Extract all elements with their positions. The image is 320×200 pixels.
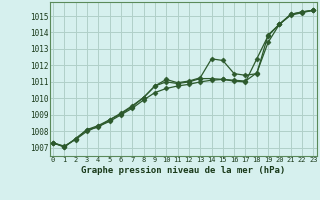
X-axis label: Graphe pression niveau de la mer (hPa): Graphe pression niveau de la mer (hPa) [81,166,285,175]
